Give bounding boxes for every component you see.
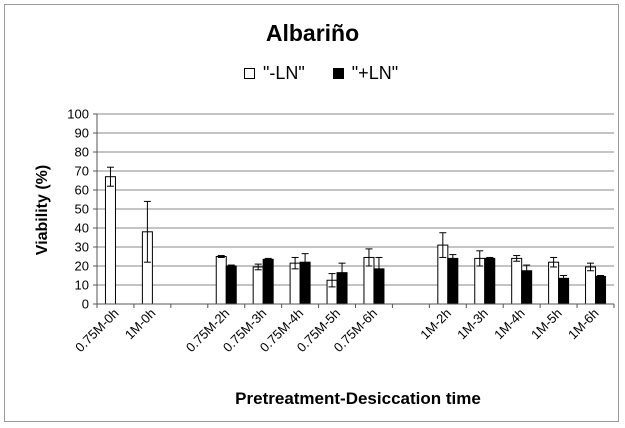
x-tick-label-9: 1M-2h — [417, 306, 454, 343]
y-tick-label-90: 90 — [75, 126, 89, 141]
x-tick-label-13: 1M-6h — [565, 306, 602, 343]
y-tick-label-60: 60 — [75, 183, 89, 198]
x-tick-label-1: 1M-0h — [122, 306, 159, 343]
x-tick-label-12: 1M-5h — [528, 306, 565, 343]
y-axis-title: Viability (%) — [34, 165, 51, 255]
bar-s1-9 — [447, 257, 459, 305]
bar-s0-13 — [585, 266, 597, 305]
legend-swatch-minus-ln — [244, 67, 255, 79]
legend-item-plus-ln: "+LN" — [332, 62, 399, 84]
bar-s0-0 — [104, 176, 116, 305]
legend-item-minus-ln: "-LN" — [244, 63, 305, 84]
bar-s1-4 — [262, 258, 274, 305]
grid-layer — [97, 113, 614, 305]
bar-s1-10 — [484, 257, 496, 305]
bar-s0-12 — [548, 261, 560, 305]
legend: "-LN" "+LN" — [244, 62, 398, 84]
bar-s1-13 — [595, 275, 607, 305]
bars-layer — [104, 166, 607, 305]
y-tick-label-10: 10 — [75, 278, 89, 293]
legend-swatch-plus-ln — [332, 67, 344, 79]
y-tick-label-70: 70 — [75, 164, 89, 179]
bar-s0-3 — [215, 256, 227, 305]
legend-label-plus-ln: "+LN" — [351, 62, 399, 83]
chart-title: Albariño — [265, 20, 360, 46]
y-tick-label-80: 80 — [75, 145, 89, 160]
bar-s1-3 — [225, 265, 237, 305]
y-tick-label-30: 30 — [75, 240, 89, 255]
y-tick-label-50: 50 — [75, 202, 89, 217]
y-tick-label-40: 40 — [75, 221, 89, 236]
x-tick-label-0: 0.75M-0h — [72, 306, 121, 355]
x-tick-label-10: 1M-3h — [454, 306, 491, 343]
bar-s1-12 — [558, 277, 570, 305]
y-tick-label-0: 0 — [82, 297, 89, 312]
x-axis-title: Pretreatment-Desiccation time — [235, 389, 481, 408]
bar-s0-4 — [252, 266, 264, 305]
legend-label-minus-ln: "-LN" — [263, 62, 305, 83]
y-tick-label-20: 20 — [75, 259, 89, 274]
x-tick-label-11: 1M-4h — [491, 306, 528, 343]
y-tick-label-100: 100 — [67, 107, 89, 122]
bar-s0-11 — [511, 257, 523, 305]
